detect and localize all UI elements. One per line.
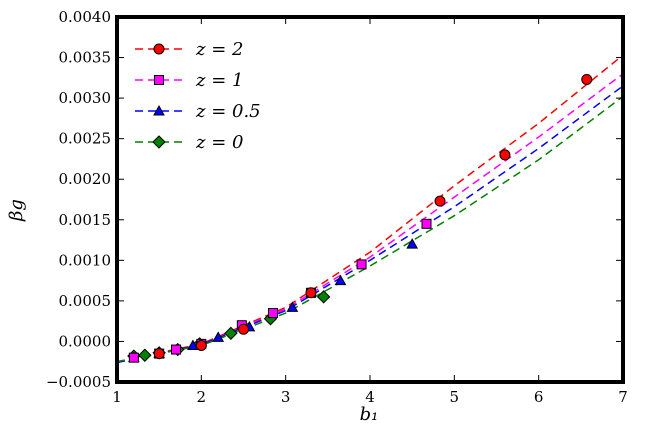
data-point-2-3	[212, 331, 225, 342]
x-tick-label: 3	[281, 388, 291, 406]
data-point-0-6	[581, 73, 593, 85]
y-tick-label: 0.0030	[59, 89, 112, 107]
data-point-1-2	[171, 344, 182, 355]
data-point-1-7	[356, 259, 367, 270]
x-tick-label: 1	[112, 388, 122, 406]
y-tick-label: 0.0015	[59, 211, 112, 229]
x-tick-label: 5	[450, 388, 460, 406]
data-point-2-6	[334, 274, 347, 286]
x-tick-label: 7	[618, 388, 628, 406]
series-line-0	[117, 54, 623, 363]
data-point-3-7	[316, 290, 331, 304]
data-point-2-7	[406, 238, 419, 249]
data-point-0-3	[305, 287, 317, 299]
legend-marker-3	[152, 135, 166, 149]
data-point-0-1	[195, 340, 207, 351]
plot-area	[117, 54, 623, 364]
data-point-1-8	[421, 218, 432, 229]
data-point-0-0	[153, 348, 165, 360]
y-tick-label: −0.0005	[46, 373, 111, 391]
legend-marker-0	[153, 43, 165, 55]
y-tick-label: 0.0000	[59, 332, 112, 350]
legend-label-3: z = 0	[195, 132, 243, 153]
y-axis-label: βg	[6, 199, 27, 222]
x-axis-label: b₁	[360, 404, 379, 425]
x-tick-label: 2	[197, 388, 207, 406]
series-line-1	[117, 73, 623, 364]
data-point-2-5	[286, 301, 299, 312]
data-point-1-0	[128, 352, 139, 363]
y-tick-label: 0.0040	[59, 8, 112, 26]
axes: 1 2 3 4 5 6 7 −0.0005 0.0000 0.0005 0.0010 0.0015 0.…	[46, 8, 628, 406]
y-tick-label: 0.0005	[59, 292, 112, 310]
legend-label-0: z = 2	[195, 39, 243, 60]
data-point-0-2	[238, 323, 249, 335]
legend: z = 2 z = 1 z = 0.5 z = 0	[135, 39, 261, 153]
data-point-0-4	[434, 195, 446, 207]
data-point-2-2	[187, 339, 199, 350]
data-point-3-1	[138, 348, 152, 362]
y-tick-label: 0.0020	[59, 170, 112, 188]
legend-label-1: z = 1	[195, 70, 243, 91]
series-line-3	[117, 95, 623, 363]
legend-marker-1	[154, 75, 164, 85]
data-point-1-5	[268, 308, 279, 319]
x-tick-label: 6	[534, 388, 544, 406]
legend-label-2: z = 0.5	[195, 101, 261, 122]
data-point-3-5	[224, 326, 238, 341]
x-tick-label: 4	[365, 388, 375, 406]
data-point-0-5	[499, 149, 511, 161]
series-line-2	[117, 85, 623, 364]
legend-marker-2	[153, 104, 165, 116]
plot-frame	[115, 15, 625, 384]
y-tick-label: 0.0025	[59, 130, 112, 148]
y-tick-label: 0.0035	[59, 49, 112, 67]
y-tick-label: 0.0010	[59, 251, 112, 269]
